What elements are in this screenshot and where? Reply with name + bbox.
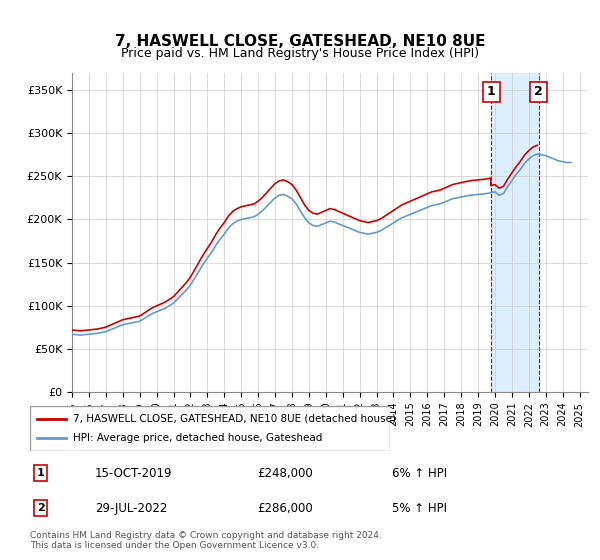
FancyBboxPatch shape — [30, 406, 390, 451]
Text: 29-JUL-2022: 29-JUL-2022 — [95, 502, 167, 515]
Text: 5% ↑ HPI: 5% ↑ HPI — [392, 502, 447, 515]
Text: Price paid vs. HM Land Registry's House Price Index (HPI): Price paid vs. HM Land Registry's House … — [121, 46, 479, 60]
Bar — [491, 73, 539, 392]
Text: 2: 2 — [37, 503, 44, 513]
Text: 15-OCT-2019: 15-OCT-2019 — [95, 466, 172, 480]
Text: 7, HASWELL CLOSE, GATESHEAD, NE10 8UE: 7, HASWELL CLOSE, GATESHEAD, NE10 8UE — [115, 35, 485, 49]
Text: HPI: Average price, detached house, Gateshead: HPI: Average price, detached house, Gate… — [73, 433, 323, 444]
Text: £248,000: £248,000 — [257, 466, 313, 480]
Text: 2: 2 — [534, 86, 543, 99]
Text: 1: 1 — [37, 468, 44, 478]
Text: £286,000: £286,000 — [257, 502, 313, 515]
Text: 7, HASWELL CLOSE, GATESHEAD, NE10 8UE (detached house): 7, HASWELL CLOSE, GATESHEAD, NE10 8UE (d… — [73, 413, 396, 423]
Text: 6% ↑ HPI: 6% ↑ HPI — [392, 466, 447, 480]
Text: 1: 1 — [487, 86, 496, 99]
Text: Contains HM Land Registry data © Crown copyright and database right 2024.
This d: Contains HM Land Registry data © Crown c… — [30, 531, 382, 550]
